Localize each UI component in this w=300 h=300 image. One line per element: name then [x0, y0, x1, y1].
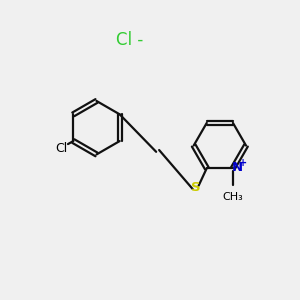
- Text: Cl -: Cl -: [116, 31, 143, 49]
- Text: +: +: [239, 158, 247, 168]
- Text: Cl: Cl: [55, 142, 68, 155]
- Text: N: N: [232, 160, 243, 173]
- Text: S: S: [191, 181, 200, 194]
- Text: CH₃: CH₃: [223, 192, 243, 203]
